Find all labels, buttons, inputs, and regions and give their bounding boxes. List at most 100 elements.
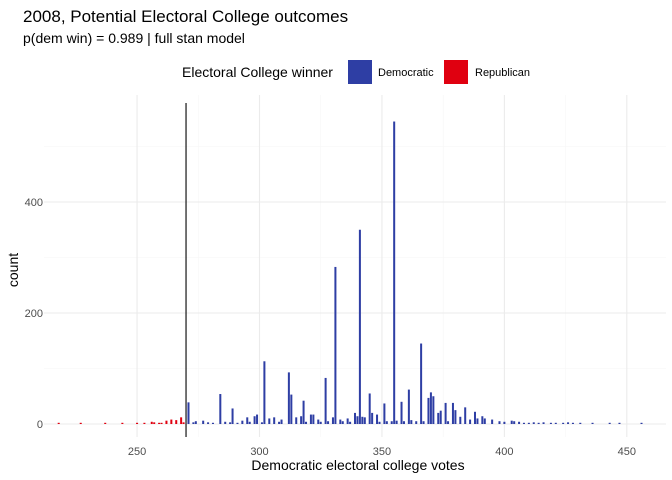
- bar-democratic-354: [390, 421, 393, 424]
- bar-democratic-367: [422, 421, 425, 424]
- x-tick-label: 250: [128, 446, 146, 458]
- bar-democratic-325: [319, 421, 322, 424]
- bar-democratic-313: [290, 394, 293, 424]
- bar-democratic-436: [591, 422, 594, 424]
- bar-democratic-410: [527, 422, 530, 424]
- bar-democratic-339: [353, 412, 357, 424]
- bar-democratic-333: [339, 419, 342, 424]
- bar-democratic-389: [476, 418, 479, 424]
- bar-democratic-386: [469, 419, 472, 424]
- bar-democratic-296: [248, 421, 251, 424]
- bar-democratic-421: [554, 422, 557, 424]
- bar-democratic-277: [202, 420, 205, 424]
- bar-democratic-308: [278, 421, 281, 424]
- bar-republican-253: [143, 422, 146, 424]
- bar-democratic-373: [437, 412, 440, 424]
- bar-democratic-391: [481, 416, 484, 424]
- bar-democratic-408: [522, 422, 525, 424]
- bar-democratic-352: [385, 421, 388, 424]
- legend-title: Electoral College winner: [182, 64, 333, 80]
- bar-democratic-330: [331, 417, 334, 424]
- bar-democratic-361: [407, 389, 410, 424]
- bar-democratic-274: [194, 421, 197, 424]
- bar-democratic-370: [429, 392, 432, 424]
- chart-subtitle: p(dem win) = 0.989 | full stan model: [23, 30, 245, 46]
- axis-tick-labels: 250 300 350 400 450 0 200 400: [25, 197, 636, 458]
- bar-democratic-281: [211, 422, 214, 424]
- bar-democratic-309: [280, 419, 283, 424]
- y-tick-label: 400: [25, 197, 43, 209]
- bar-democratic-295: [246, 417, 249, 424]
- bar-democratic-456: [640, 422, 643, 424]
- bar-democratic-366: [420, 343, 423, 424]
- bar-democratic-291: [236, 422, 239, 424]
- bar-democratic-374: [439, 410, 442, 424]
- bar-democratic-327: [324, 377, 327, 424]
- bar-democratic-382: [459, 416, 462, 424]
- grid-lines: [44, 95, 666, 437]
- bar-democratic-398: [498, 421, 501, 424]
- bar-democratic-443: [608, 422, 611, 424]
- bar-republican-260: [160, 422, 163, 424]
- bar-republican-244: [121, 422, 124, 424]
- bar-republican-237: [104, 422, 107, 424]
- bar-democratic-379: [451, 402, 454, 424]
- bar-republican-250: [136, 422, 139, 424]
- bar-democratic-286: [224, 421, 227, 424]
- bar-democratic-284: [219, 394, 222, 424]
- bar-democratic-299: [256, 414, 259, 424]
- bar-democratic-273: [192, 422, 195, 424]
- bar-democratic-428: [571, 422, 574, 424]
- bar-democratic-380: [454, 410, 457, 424]
- bar-democratic-346: [371, 412, 374, 424]
- bar-democratic-395: [491, 419, 494, 424]
- bar-democratic-388: [473, 411, 476, 424]
- bar-democratic-341: [358, 229, 361, 424]
- bar-democratic-317: [300, 416, 303, 424]
- bar-democratic-359: [402, 421, 405, 424]
- x-tick-label: 350: [373, 446, 391, 458]
- bar-democratic-306: [273, 417, 276, 424]
- bar-republican-259: [158, 422, 161, 424]
- bar-democratic-289: [231, 408, 234, 424]
- bar-democratic-331: [334, 266, 337, 424]
- bar-democratic-406: [518, 421, 521, 424]
- bar-democratic-371: [432, 396, 435, 424]
- bar-democratic-362: [410, 420, 413, 424]
- bar-democratic-318: [302, 400, 305, 424]
- bar-democratic-419: [549, 422, 552, 424]
- bar-democratic-376: [444, 402, 447, 424]
- bar-republican-218: [57, 422, 60, 424]
- bar-democratic-392: [483, 418, 486, 424]
- bar-democratic-321: [309, 414, 312, 424]
- bar-democratic-319: [305, 421, 308, 424]
- legend-label-republican: Republican: [475, 67, 530, 79]
- bar-democratic-424: [562, 422, 565, 424]
- bar-republican-264: [170, 419, 173, 424]
- x-axis-title: Democratic electoral college votes: [251, 457, 464, 473]
- bar-democratic-349: [378, 421, 381, 424]
- x-tick-label: 300: [250, 446, 268, 458]
- bar-democratic-414: [537, 422, 540, 424]
- bar-democratic-431: [579, 422, 582, 424]
- x-tick-label: 450: [618, 446, 636, 458]
- bar-republican-268: [180, 417, 183, 424]
- x-tick-label: 400: [495, 446, 513, 458]
- bar-democratic-328: [327, 421, 330, 424]
- bar-democratic-324: [317, 419, 320, 424]
- bar-democratic-404: [513, 421, 516, 424]
- y-axis-title: count: [5, 253, 21, 287]
- bar-democratic-412: [532, 422, 535, 424]
- bars: [57, 121, 643, 425]
- bar-democratic-279: [207, 422, 210, 424]
- bar-democratic-447: [618, 422, 621, 424]
- y-tick-label: 200: [25, 308, 43, 320]
- bar-republican-266: [175, 420, 178, 424]
- bar-democratic-356: [395, 420, 398, 424]
- bar-republican-262: [165, 420, 168, 424]
- bar-democratic-271: [187, 402, 190, 424]
- bar-republican-257: [153, 422, 156, 424]
- bar-democratic-298: [253, 416, 256, 424]
- bar-democratic-293: [241, 420, 244, 424]
- bar-democratic-358: [400, 401, 403, 424]
